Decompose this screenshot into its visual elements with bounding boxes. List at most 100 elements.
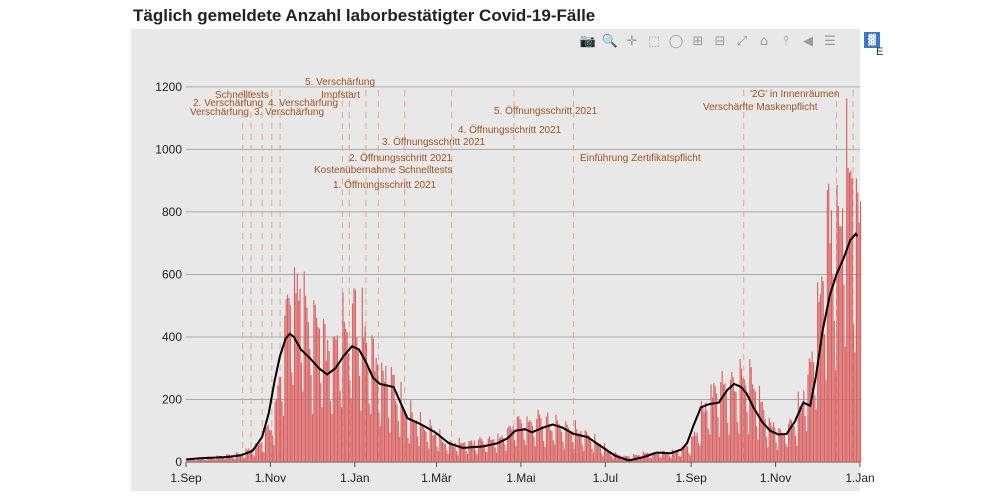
daily-bar <box>745 385 747 462</box>
x-tick-label: 1.Jul <box>593 471 618 485</box>
box-select-icon[interactable]: ⬚ <box>647 33 661 49</box>
daily-bar <box>821 276 823 462</box>
daily-bar <box>376 364 379 462</box>
daily-bar <box>598 444 600 462</box>
daily-bar <box>619 455 621 462</box>
daily-bar <box>476 454 478 462</box>
daily-bar <box>602 456 604 462</box>
daily-bar <box>567 427 570 462</box>
daily-bar <box>252 454 254 462</box>
daily-bar <box>490 439 492 462</box>
daily-bar <box>396 404 398 462</box>
daily-bar <box>669 456 671 462</box>
daily-bar <box>782 434 784 462</box>
daily-bar <box>357 349 359 462</box>
moving-average-series <box>185 232 859 462</box>
plot-panel <box>131 29 860 491</box>
daily-bar <box>817 282 819 462</box>
daily-bar <box>390 367 392 462</box>
daily-bar <box>551 431 553 462</box>
daily-bar <box>404 410 406 462</box>
annotation-label: 2. Verschärfung <box>193 98 263 109</box>
daily-bar <box>562 441 564 462</box>
daily-bar <box>448 441 451 462</box>
daily-bar <box>418 445 420 462</box>
daily-bar <box>242 457 244 462</box>
daily-bar <box>457 455 459 462</box>
daily-bar <box>299 288 301 462</box>
daily-bar <box>800 404 802 462</box>
daily-bar <box>436 446 438 462</box>
daily-bar <box>346 332 348 462</box>
daily-bar <box>389 432 391 462</box>
daily-bar <box>594 433 596 462</box>
camera-icon[interactable]: 📷 <box>579 33 597 49</box>
daily-bar <box>855 178 857 462</box>
daily-bar <box>613 452 615 462</box>
plotly-logo-icon[interactable]: ▓ <box>864 32 880 48</box>
pan-icon[interactable]: ✛ <box>626 33 638 49</box>
daily-bar <box>192 458 195 462</box>
daily-bar <box>367 364 369 462</box>
daily-bar <box>673 451 675 462</box>
autoscale-icon[interactable]: ⤢ <box>736 33 748 49</box>
daily-bar <box>853 324 855 462</box>
daily-bar <box>786 446 788 462</box>
daily-bar <box>368 403 370 462</box>
daily-bar <box>663 451 665 462</box>
zoom-out-icon[interactable]: ⊟ <box>714 33 726 49</box>
daily-bar <box>419 412 422 462</box>
lasso-select-icon[interactable]: ◯ <box>668 33 684 49</box>
daily-bar <box>270 430 272 462</box>
spike-lines-icon[interactable]: ⫯ <box>783 33 789 49</box>
daily-bar <box>358 375 361 462</box>
daily-bar <box>814 395 816 462</box>
daily-bar <box>296 273 298 462</box>
daily-bar <box>662 450 664 462</box>
daily-bar <box>482 440 484 462</box>
daily-bar <box>458 437 460 462</box>
chart-title: Täglich gemeldete Anzahl laborbestätigte… <box>133 6 596 25</box>
daily-bar <box>221 456 224 462</box>
daily-bar <box>331 414 333 462</box>
daily-bar <box>287 294 289 462</box>
y-tick-label: 200 <box>162 392 182 406</box>
daily-bar <box>692 436 694 462</box>
daily-bar <box>840 226 842 462</box>
daily-bar <box>266 426 268 462</box>
daily-bar <box>305 295 307 462</box>
daily-bar <box>633 454 635 462</box>
daily-bar <box>451 444 453 462</box>
hover-closest-icon[interactable]: ◀ <box>803 33 813 49</box>
daily-bar <box>403 408 405 462</box>
daily-bar <box>494 447 496 462</box>
daily-bar <box>818 301 820 462</box>
daily-bar <box>612 458 614 462</box>
daily-bar <box>275 398 278 462</box>
daily-bar <box>591 448 593 462</box>
daily-bar <box>363 337 365 462</box>
daily-bar <box>770 422 772 462</box>
daily-bar <box>353 288 355 462</box>
daily-bar <box>267 424 269 462</box>
daily-bar <box>688 453 690 462</box>
daily-bar <box>426 442 428 462</box>
daily-bar <box>519 419 521 462</box>
daily-bar <box>231 455 233 462</box>
y-tick-label: 1000 <box>155 142 182 156</box>
daily-bar <box>533 436 535 462</box>
zoom-in-icon[interactable]: ⊞ <box>692 33 704 49</box>
daily-bar <box>778 428 780 462</box>
y-tick-label: 1200 <box>155 80 182 94</box>
daily-bar <box>408 443 410 462</box>
daily-bar <box>511 429 513 462</box>
zoom-icon[interactable]: 🔍 <box>601 33 619 49</box>
daily-bar <box>750 367 752 462</box>
reset-axes-icon[interactable]: ⌂ <box>759 33 769 49</box>
hover-compare-icon[interactable]: ☰ <box>824 33 836 49</box>
daily-bar <box>224 459 226 462</box>
daily-bar <box>603 443 606 462</box>
daily-bar <box>201 458 203 462</box>
daily-bar <box>443 443 445 462</box>
daily-bar <box>785 443 787 462</box>
